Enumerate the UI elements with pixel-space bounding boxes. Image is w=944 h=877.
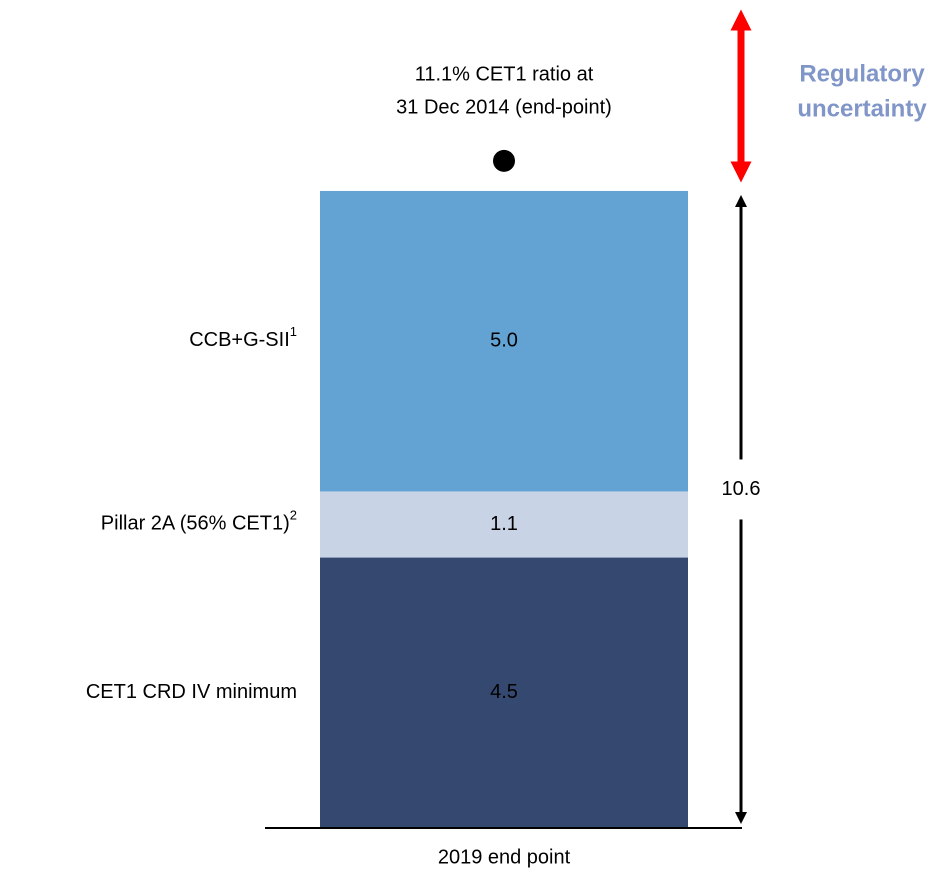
value-label: 4.5 — [490, 681, 518, 703]
series-name: CCB+G-SII — [189, 329, 290, 351]
value-label: 1.1 — [490, 513, 518, 535]
footnote: 1 — [290, 325, 297, 340]
total-label: 10.6 — [722, 478, 761, 500]
footnote: 2 — [290, 508, 297, 523]
series-name: Pillar 2A (56% CET1) — [101, 513, 290, 535]
marker-label: 31 Dec 2014 (end-point) — [396, 96, 612, 118]
bar-segment — [320, 557, 688, 828]
bar-segment — [320, 190, 688, 492]
total-label-bg — [715, 459, 767, 520]
series-name: CET1 CRD IV minimum — [86, 681, 297, 703]
series-label: CET1 CRD IV minimum — [86, 681, 297, 703]
series-label: Pillar 2A (56% CET1)2 — [101, 508, 297, 535]
annotation: Regulatory — [799, 60, 925, 87]
bar-segment — [320, 491, 688, 558]
annotation: uncertainty — [797, 95, 927, 122]
marker-dot — [493, 149, 515, 172]
series-label: CCB+G-SII1 — [189, 325, 297, 352]
x-tick-label: 2019 end point — [438, 846, 571, 868]
marker-label: 11.1% CET1 ratio at — [415, 63, 594, 85]
value-label: 5.0 — [490, 329, 518, 351]
